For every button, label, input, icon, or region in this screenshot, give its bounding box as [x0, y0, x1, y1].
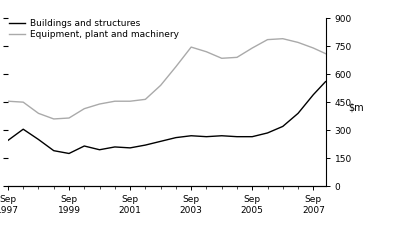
Equipment, plant and machinery: [36, 112, 41, 115]
Equipment, plant and machinery: [97, 103, 102, 105]
Buildings and structures: [158, 140, 163, 143]
Equipment, plant and machinery: [296, 41, 301, 44]
Equipment, plant and machinery: [323, 52, 328, 55]
Buildings and structures: [143, 144, 148, 146]
Equipment, plant and machinery: [128, 100, 133, 103]
Buildings and structures: [82, 145, 87, 147]
Buildings and structures: [219, 134, 224, 137]
Buildings and structures: [189, 134, 194, 137]
Equipment, plant and machinery: [280, 37, 285, 40]
Equipment, plant and machinery: [250, 47, 254, 49]
Buildings and structures: [97, 148, 102, 151]
Buildings and structures: [311, 93, 316, 96]
Buildings and structures: [51, 149, 56, 152]
Buildings and structures: [296, 112, 301, 115]
Equipment, plant and machinery: [219, 57, 224, 60]
Buildings and structures: [173, 136, 178, 139]
Buildings and structures: [67, 152, 71, 155]
Equipment, plant and machinery: [189, 46, 194, 48]
Line: Buildings and structures: Buildings and structures: [8, 82, 326, 153]
Equipment, plant and machinery: [51, 118, 56, 120]
Buildings and structures: [204, 135, 209, 138]
Equipment, plant and machinery: [21, 101, 25, 104]
Equipment, plant and machinery: [112, 100, 117, 103]
Buildings and structures: [6, 139, 10, 142]
Buildings and structures: [250, 135, 254, 138]
Buildings and structures: [36, 138, 41, 141]
Buildings and structures: [21, 128, 25, 131]
Equipment, plant and machinery: [158, 84, 163, 87]
Equipment, plant and machinery: [235, 56, 239, 59]
Equipment, plant and machinery: [67, 117, 71, 119]
Buildings and structures: [280, 125, 285, 128]
Equipment, plant and machinery: [6, 100, 10, 103]
Legend: Buildings and structures, Equipment, plant and machinery: Buildings and structures, Equipment, pla…: [9, 19, 179, 39]
Equipment, plant and machinery: [265, 38, 270, 41]
Equipment, plant and machinery: [82, 107, 87, 110]
Buildings and structures: [323, 80, 328, 83]
Buildings and structures: [128, 146, 133, 149]
Buildings and structures: [265, 132, 270, 134]
Equipment, plant and machinery: [311, 47, 316, 49]
Buildings and structures: [235, 135, 239, 138]
Equipment, plant and machinery: [173, 65, 178, 68]
Y-axis label: $m: $m: [348, 102, 364, 112]
Buildings and structures: [112, 146, 117, 148]
Equipment, plant and machinery: [204, 50, 209, 53]
Line: Equipment, plant and machinery: Equipment, plant and machinery: [8, 39, 326, 119]
Equipment, plant and machinery: [143, 98, 148, 101]
